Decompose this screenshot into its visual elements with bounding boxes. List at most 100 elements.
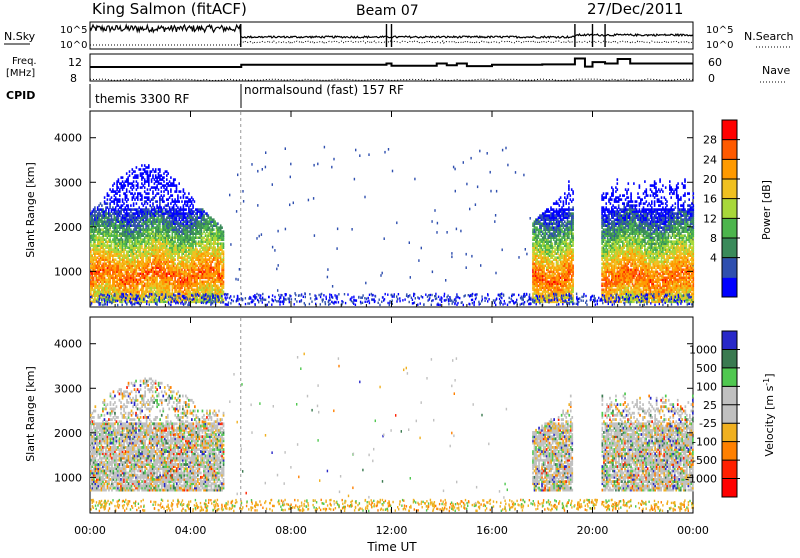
power-cell	[557, 261, 559, 264]
power-cell	[194, 200, 196, 203]
power-cell	[170, 265, 172, 268]
power-cell	[91, 254, 93, 257]
nsky-label: N.Sky	[4, 30, 36, 43]
power-cell	[100, 291, 102, 294]
power-cell	[541, 244, 543, 247]
power-cell	[111, 196, 113, 199]
power-cell	[195, 240, 197, 243]
power-cell	[546, 291, 548, 294]
power-cell	[219, 246, 221, 249]
power-cell	[105, 238, 107, 241]
power-cell	[165, 184, 167, 187]
power-cell	[149, 283, 151, 286]
power-cell	[542, 222, 544, 225]
power-cell	[166, 273, 168, 276]
power-cell	[194, 236, 196, 239]
power-cell	[155, 174, 157, 177]
power-cell	[151, 236, 153, 239]
power-cell	[130, 208, 132, 211]
power-cell	[156, 244, 158, 247]
power-cell	[185, 289, 187, 292]
power-cell	[166, 182, 168, 185]
power-cell	[104, 285, 106, 288]
power-cell	[158, 271, 160, 274]
power-cell	[111, 230, 113, 233]
power-cell	[137, 246, 139, 249]
power-cell	[97, 206, 99, 209]
power-cell	[173, 240, 175, 243]
power-cell	[136, 216, 138, 219]
power-cell	[203, 281, 205, 284]
power-cell	[130, 182, 132, 185]
power-cell	[141, 238, 143, 241]
power-cell	[107, 216, 109, 219]
power-cell	[120, 204, 122, 207]
power-cell	[547, 275, 549, 278]
power-cell	[152, 212, 154, 215]
power-cell	[107, 250, 109, 253]
power-cell	[90, 281, 92, 284]
power-cell	[194, 261, 196, 264]
power-cell	[109, 198, 111, 201]
power-cell	[129, 254, 131, 257]
power-cell	[163, 184, 165, 187]
power-cell	[178, 242, 180, 245]
power-cell	[155, 186, 157, 189]
power-cell	[159, 196, 161, 199]
power-cell	[136, 208, 138, 211]
power-cell	[94, 206, 96, 209]
power-cell	[185, 258, 187, 261]
power-cell	[130, 186, 132, 189]
power-cell	[205, 238, 207, 241]
power-cell	[122, 279, 124, 282]
power-cell	[165, 208, 167, 211]
power-cell	[144, 168, 146, 171]
power-cell	[185, 212, 187, 215]
power-cell	[100, 208, 102, 211]
power-cell	[163, 190, 165, 193]
power-cell	[199, 240, 201, 243]
power-cell	[118, 283, 120, 286]
power-cell	[143, 168, 145, 171]
power-cell	[163, 180, 165, 183]
power-cell	[118, 224, 120, 227]
power-cell	[136, 265, 138, 268]
power-cell	[163, 206, 165, 209]
power-cell	[145, 170, 147, 173]
power-cell	[143, 204, 145, 207]
power-cell	[149, 210, 151, 213]
power-cell	[180, 206, 182, 209]
power-cell	[541, 238, 543, 241]
power-cell	[178, 267, 180, 270]
power-cell	[155, 208, 157, 211]
power-cell	[114, 222, 116, 225]
power-cell	[111, 265, 113, 268]
power-cell	[198, 230, 200, 233]
power-cell	[105, 244, 107, 247]
power-cell	[188, 192, 190, 195]
power-cell	[190, 198, 192, 201]
power-cell	[212, 224, 214, 227]
power-cell	[115, 190, 117, 193]
power-cell	[126, 287, 128, 290]
power-cell	[170, 182, 172, 185]
power-cell	[134, 174, 136, 177]
power-cell	[221, 265, 223, 268]
power-cell	[554, 226, 556, 229]
power-cell	[143, 285, 145, 288]
power-cell	[180, 256, 182, 259]
power-cell	[137, 222, 139, 225]
power-cell	[118, 190, 120, 193]
power-cell	[133, 170, 135, 173]
power-cell	[134, 170, 136, 173]
power-cell	[125, 224, 127, 227]
power-cell	[109, 212, 111, 215]
power-cell	[143, 176, 145, 179]
power-cell	[156, 200, 158, 203]
power-cell	[212, 258, 214, 261]
power-cell	[195, 289, 197, 292]
power-cell	[158, 192, 160, 195]
power-cell	[173, 178, 175, 181]
power-cell	[120, 176, 122, 179]
power-cell	[112, 184, 114, 187]
